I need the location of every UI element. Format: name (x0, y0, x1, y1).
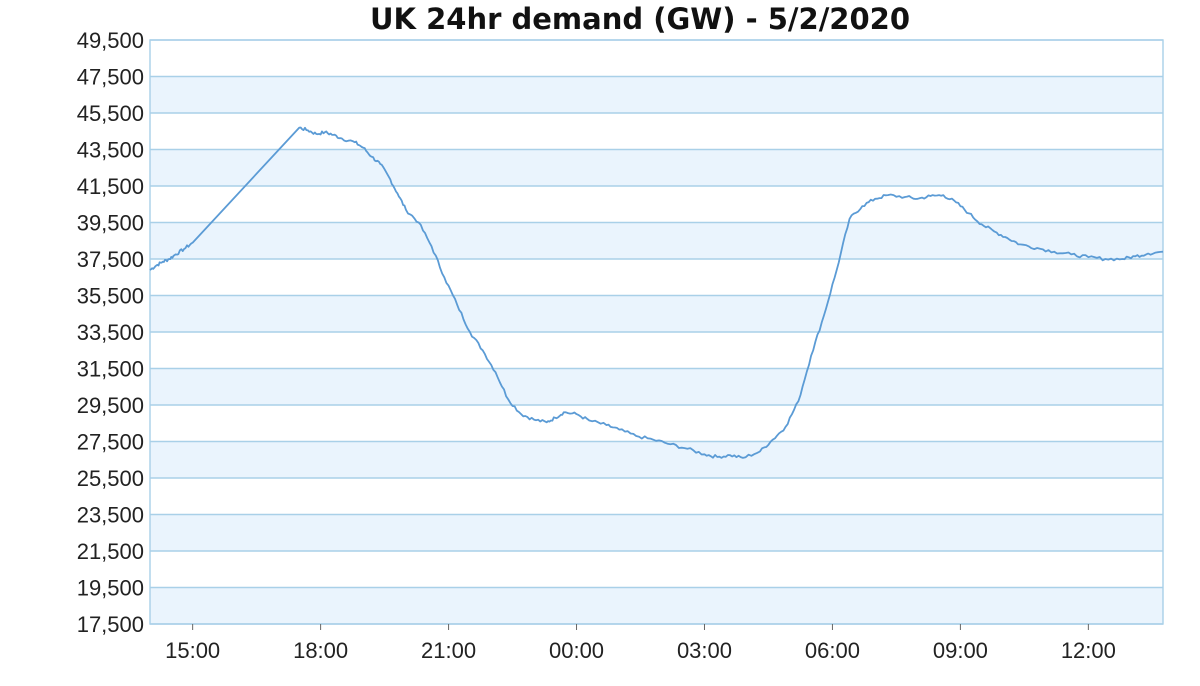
y-tick-label: 21,500 (77, 539, 144, 564)
y-tick-label: 41,500 (77, 174, 144, 199)
x-tick-label: 06:00 (805, 638, 860, 663)
plot-frame (149, 39, 1164, 625)
y-tick-label: 27,500 (77, 430, 144, 455)
x-tick-label: 18:00 (293, 638, 348, 663)
y-tick-label: 19,500 (77, 576, 144, 601)
y-tick-label: 31,500 (77, 357, 144, 382)
y-tick-label: 23,500 (77, 503, 144, 528)
y-tick-label: 35,500 (77, 284, 144, 309)
y-tick-label: 33,500 (77, 320, 144, 345)
x-tick-label: 03:00 (677, 638, 732, 663)
plot-band (150, 441, 1163, 478)
plot-bands (150, 76, 1163, 624)
plot-band (150, 514, 1163, 551)
plot-band (150, 76, 1163, 113)
y-tick-label: 17,500 (77, 612, 144, 637)
y-tick-label: 25,500 (77, 466, 144, 491)
y-tick-label: 47,500 (77, 65, 144, 90)
y-axis: 49,500 47,500 45,500 43,500 41,500 39,500 37,5… (77, 28, 144, 637)
y-tick-label: 29,500 (77, 393, 144, 418)
chart-title: UK 24hr demand (GW) - 5/2/2020 (369, 2, 910, 36)
series-line (149, 126, 1164, 459)
x-tick-label: 09:00 (933, 638, 988, 663)
y-tick-label: 49,500 (77, 28, 144, 53)
plot-border (149, 39, 1164, 625)
y-tick-label: 39,500 (77, 211, 144, 236)
y-tick-label: 43,500 (77, 138, 144, 163)
x-axis: 15:00 18:00 21:00 00:00 03:00 06:00 09:00 12:00 (165, 624, 1116, 663)
x-tick-label: 21:00 (421, 638, 476, 663)
x-tick-label: 15:00 (165, 638, 220, 663)
plot-band (150, 222, 1163, 259)
plot-band (150, 587, 1163, 624)
x-tick-label: 12:00 (1061, 638, 1116, 663)
y-tick-label: 45,500 (77, 101, 144, 126)
plot-band (150, 368, 1163, 405)
series-lines (149, 126, 1164, 459)
y-tick-label: 37,500 (77, 247, 144, 272)
plot-band (150, 149, 1163, 186)
plot-band (150, 295, 1163, 332)
x-tick-label: 00:00 (549, 638, 604, 663)
